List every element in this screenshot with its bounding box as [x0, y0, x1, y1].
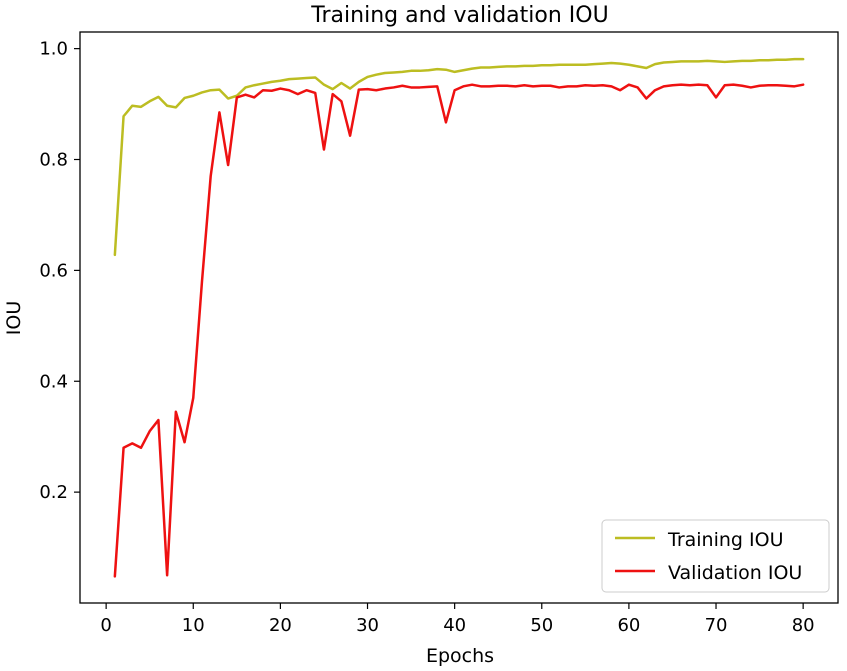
- training-iou-line: [113, 57, 805, 257]
- validation-iou-line: [113, 83, 805, 578]
- legend-label-validation: Validation IOU: [668, 562, 802, 584]
- y-axis: 0.2 0.4 0.6 0.8 1.0: [39, 39, 80, 503]
- x-axis: 0 10 20 30 40 50 60 70 80: [100, 603, 815, 636]
- chart-title: Training and validation IOU: [310, 3, 608, 28]
- series-lines: [113, 57, 805, 578]
- x-tick-label: 20: [269, 615, 292, 636]
- legend-label-training: Training IOU: [667, 529, 783, 551]
- y-axis-label: IOU: [3, 301, 25, 335]
- y-tick-label: 1.0: [39, 39, 68, 60]
- legend: Training IOU Validation IOU: [601, 519, 830, 593]
- y-tick-label: 0.6: [39, 260, 68, 281]
- x-tick-label: 80: [792, 615, 815, 636]
- x-tick-label: 0: [100, 615, 111, 636]
- x-tick-label: 40: [443, 615, 466, 636]
- y-tick-label: 0.8: [39, 150, 68, 171]
- x-tick-label: 70: [705, 615, 728, 636]
- x-tick-label: 10: [182, 615, 205, 636]
- y-tick-label: 0.2: [39, 482, 68, 503]
- y-tick-label: 0.4: [39, 371, 68, 392]
- legend-box: [601, 519, 830, 593]
- x-tick-label: 50: [530, 615, 553, 636]
- x-tick-label: 60: [617, 615, 640, 636]
- plot-area-frame: [79, 31, 839, 604]
- x-tick-label: 30: [356, 615, 379, 636]
- x-axis-label: Epochs: [426, 645, 494, 667]
